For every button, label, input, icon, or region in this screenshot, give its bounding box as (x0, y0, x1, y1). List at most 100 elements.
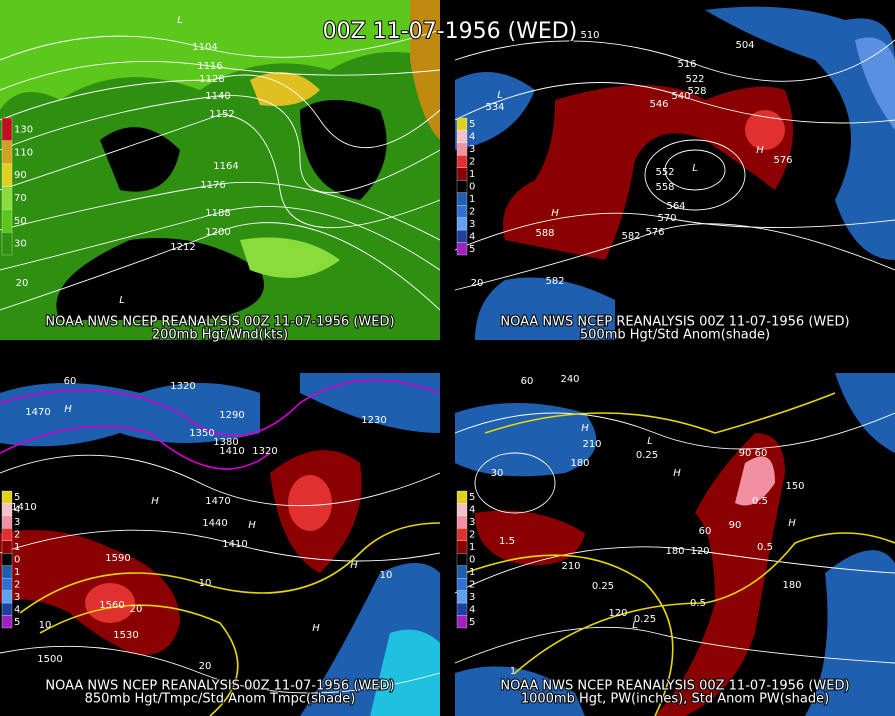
contour-label: 0.25 (634, 614, 656, 625)
contour-label: 1116 (197, 61, 222, 72)
colorbar-label: 2 (469, 579, 475, 590)
colorbar-swatch (456, 242, 468, 256)
contour-label: 60 (755, 448, 768, 459)
contour-label: 1320 (170, 381, 195, 392)
colorbar-label: 4 (469, 505, 475, 516)
colorbar-swatch (456, 590, 468, 604)
colorbar-label: 50 (14, 216, 27, 227)
contour-label: 180 (570, 458, 589, 469)
colorbar-swatch (1, 117, 13, 141)
colorbar-swatch (1, 590, 13, 604)
shade (100, 127, 180, 192)
contour-label: 1212 (170, 242, 195, 253)
contour-label: 1500 (37, 654, 62, 665)
contour-label: 522 (685, 74, 704, 85)
shade (85, 583, 135, 623)
colorbar-swatch (456, 602, 468, 616)
shade (705, 6, 895, 260)
contour-label: 540 (671, 91, 690, 102)
colorbar-swatch (456, 217, 468, 231)
colorbar-label: 3 (469, 592, 475, 603)
contour (0, 113, 441, 229)
contour-label: 1230 (361, 415, 386, 426)
contour-label: 120 (690, 546, 709, 557)
contour-label: 1560 (99, 600, 124, 611)
colorbar-label: 3 (14, 517, 20, 528)
colorbar-label: 1 (14, 567, 20, 578)
colorbar-swatch (456, 528, 468, 541)
colorbar-swatch (1, 163, 13, 187)
colorbar-label: 1 (469, 194, 475, 205)
panel-caption: NOAA NWS NCEP REANALYSIS 00Z 11-07-1956 … (45, 679, 394, 694)
pressure-center: L (692, 163, 698, 174)
contour-label: 1188 (205, 208, 230, 219)
contour-label: 0.5 (752, 496, 768, 507)
contour (454, 412, 895, 450)
contour (454, 212, 895, 251)
contour (19, 522, 441, 614)
contour (0, 454, 441, 507)
pressure-center: H (581, 423, 589, 434)
pressure-center: H (756, 145, 764, 156)
colorbar-label: 1 (14, 542, 20, 553)
shade (475, 277, 615, 340)
colorbar-swatch (456, 503, 468, 517)
contour-label: 180 (782, 580, 801, 591)
pressure-center: H (151, 496, 159, 507)
shade (745, 110, 785, 150)
contour (484, 392, 836, 434)
colorbar-swatch (456, 167, 468, 181)
colorbar-label: 0 (469, 555, 475, 566)
contour-label: 1152 (209, 109, 234, 120)
contour-label: 240 (560, 374, 579, 385)
colorbar-label: 3 (469, 219, 475, 230)
contour-label: 0.25 (592, 581, 614, 592)
shade (410, 0, 440, 140)
contour-label: 558 (655, 182, 674, 193)
colorbar-swatch (1, 186, 13, 210)
contour-label: 1176 (200, 180, 225, 191)
colorbar-swatch (456, 578, 468, 591)
shade (805, 550, 895, 716)
panel-caption: NOAA NWS NCEP REANALYSIS 00Z 11-07-1956 … (45, 315, 394, 330)
contour-label: 1410 (222, 539, 247, 550)
colorbar-label: 3 (469, 517, 475, 528)
contour-label: 1140 (205, 91, 230, 102)
colorbar-swatch (456, 192, 468, 206)
colorbar-label: 2 (469, 157, 475, 168)
colorbar-label: 1 (469, 567, 475, 578)
colorbar-swatch (1, 578, 13, 591)
colorbar-label: 5 (469, 492, 475, 503)
colorbar-swatch (1, 540, 13, 554)
colorbar-label: 4 (469, 231, 475, 242)
contour-label: 20 (130, 604, 143, 615)
contour-label: 528 (687, 86, 706, 97)
shade (240, 237, 340, 278)
contour-label: 0.25 (636, 450, 658, 461)
colorbar-label: 1 (469, 542, 475, 553)
colorbar-label: 130 (14, 124, 33, 135)
contour (0, 181, 441, 241)
colorbar-label: 90 (14, 170, 27, 181)
contour-label: 60 (521, 376, 534, 387)
title: 00Z 11-07-1956 (WED) (323, 19, 578, 44)
shade (250, 72, 320, 106)
colorbar-swatch (456, 180, 468, 193)
colorbar-label: 4 (469, 132, 475, 143)
colorbar-label: 110 (14, 147, 33, 158)
colorbar-swatch (1, 232, 13, 256)
shade (735, 456, 775, 506)
colorbar-label: 0 (469, 182, 475, 193)
pressure-center: H (551, 208, 559, 219)
pressure-center: H (312, 623, 320, 634)
colorbar-label: 5 (14, 617, 20, 628)
contour-label: 210 (561, 561, 580, 572)
contour (454, 626, 895, 664)
colorbar-label: 3 (469, 144, 475, 155)
contour (454, 82, 895, 124)
pressure-center: H (350, 560, 358, 571)
contour-label: 0.5 (757, 542, 773, 553)
